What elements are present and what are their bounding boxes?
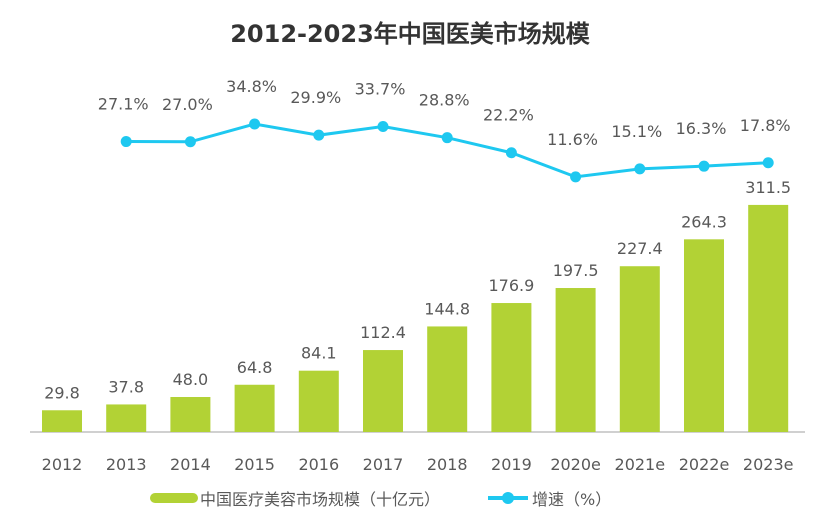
bar: [491, 303, 532, 432]
bar: [555, 288, 596, 432]
growth-data-label: 15.1%: [611, 122, 662, 141]
legend-label: 中国医疗美容市场规模（十亿元）: [200, 490, 441, 509]
bar-data-label: 64.8: [237, 358, 273, 377]
x-tick-label: 2014: [170, 455, 211, 474]
legend-bar-swatch: [150, 493, 198, 503]
growth-data-label: 11.6%: [547, 130, 598, 149]
bar-data-label: 84.1: [301, 344, 337, 363]
legend-item-market-size: 中国医疗美容市场规模（十亿元）: [150, 486, 440, 510]
x-tick-label: 2017: [363, 455, 404, 474]
growth-point: [249, 118, 261, 130]
x-tick-label: 2023e: [743, 455, 794, 474]
bar: [106, 404, 147, 432]
bar: [684, 239, 724, 432]
bar: [298, 370, 339, 432]
growth-data-label: 34.8%: [226, 77, 277, 96]
x-tick-label: 2013: [106, 455, 147, 474]
growth-data-label: 29.9%: [290, 88, 341, 107]
growth-data-label: 33.7%: [355, 80, 406, 99]
x-tick-label: 2021e: [615, 455, 666, 474]
x-tick-label: 2020e: [550, 455, 601, 474]
growth-data-label: 22.2%: [483, 106, 534, 125]
bar: [363, 350, 403, 432]
growth-data-label: 27.1%: [98, 95, 149, 114]
bar-data-label: 144.8: [424, 299, 470, 318]
bar-data-label: 37.8: [108, 377, 144, 396]
bar: [42, 410, 82, 432]
bar-data-label: 311.5: [745, 178, 791, 197]
growth-point: [634, 163, 646, 175]
x-tick-label: 2019: [491, 455, 532, 474]
growth-data-label: 28.8%: [419, 91, 470, 110]
x-tick-label: 2018: [427, 455, 468, 474]
growth-point: [184, 136, 196, 148]
bar-data-label: 227.4: [617, 239, 663, 258]
growth-point: [441, 132, 453, 144]
bar: [170, 397, 211, 432]
growth-point: [313, 129, 325, 141]
growth-line: [126, 122, 769, 179]
bar-data-label: 176.9: [488, 276, 534, 295]
growth-data-label: 27.0%: [162, 95, 213, 114]
legend-line-swatch: [488, 492, 529, 504]
growth-data-label: 17.8%: [740, 116, 791, 135]
x-tick-label: 2022e: [679, 455, 730, 474]
x-tick-label: 2012: [42, 455, 83, 474]
growth-point: [120, 136, 132, 148]
x-tick-label: 2016: [298, 455, 339, 474]
growth-point: [505, 147, 517, 159]
bar-data-label: 112.4: [360, 323, 406, 342]
bar: [234, 384, 275, 432]
bar-data-label: 29.8: [44, 383, 80, 402]
growth-point: [377, 121, 389, 133]
legend-item-growth: 增速（%）: [488, 486, 611, 510]
bar-data-label: 264.3: [681, 212, 727, 231]
growth-point: [762, 157, 774, 169]
bar: [748, 204, 789, 432]
growth-point: [570, 171, 582, 183]
growth-point: [698, 160, 710, 172]
legend-label: 增速（%）: [532, 490, 612, 509]
bar: [619, 266, 660, 432]
x-tick-label: 2015: [234, 455, 275, 474]
bar-data-label: 48.0: [173, 370, 209, 389]
chart-title: 2012-2023年中国医美市场规模: [230, 20, 590, 48]
growth-data-label: 16.3%: [676, 119, 727, 138]
bar: [427, 326, 468, 432]
bar-data-label: 197.5: [553, 261, 599, 280]
legend: 中国医疗美容市场规模（十亿元） 增速（%）: [150, 486, 611, 510]
